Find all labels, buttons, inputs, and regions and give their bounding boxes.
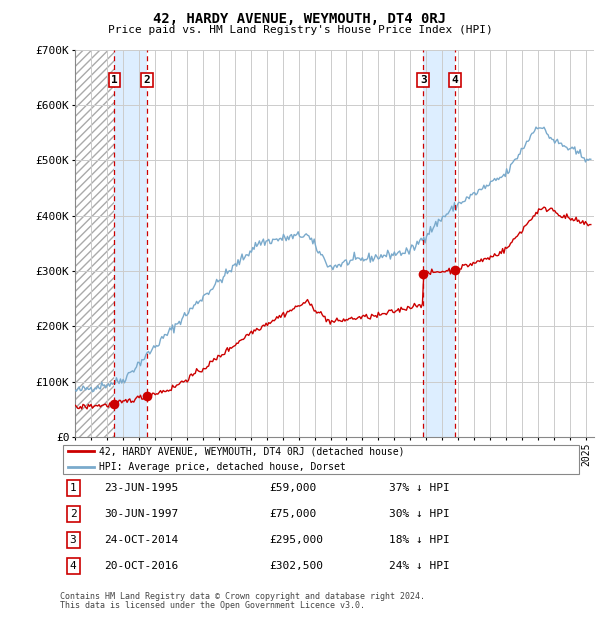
Text: 2: 2	[143, 75, 150, 85]
Text: 42, HARDY AVENUE, WEYMOUTH, DT4 0RJ: 42, HARDY AVENUE, WEYMOUTH, DT4 0RJ	[154, 12, 446, 27]
Text: 20-OCT-2016: 20-OCT-2016	[104, 561, 179, 571]
Text: 1: 1	[111, 75, 118, 85]
FancyBboxPatch shape	[62, 445, 580, 474]
Text: 30-JUN-1997: 30-JUN-1997	[104, 509, 179, 519]
Text: Contains HM Land Registry data © Crown copyright and database right 2024.: Contains HM Land Registry data © Crown c…	[60, 592, 425, 601]
Text: 3: 3	[70, 535, 76, 545]
Text: 42, HARDY AVENUE, WEYMOUTH, DT4 0RJ (detached house): 42, HARDY AVENUE, WEYMOUTH, DT4 0RJ (det…	[99, 446, 404, 456]
Text: 4: 4	[70, 561, 76, 571]
Text: 37% ↓ HPI: 37% ↓ HPI	[389, 483, 449, 493]
Text: 30% ↓ HPI: 30% ↓ HPI	[389, 509, 449, 519]
Text: 3: 3	[420, 75, 427, 85]
Text: £75,000: £75,000	[269, 509, 316, 519]
Text: HPI: Average price, detached house, Dorset: HPI: Average price, detached house, Dors…	[99, 463, 346, 472]
Text: 4: 4	[452, 75, 458, 85]
Bar	[115, 50, 147, 437]
Text: 24% ↓ HPI: 24% ↓ HPI	[389, 561, 449, 571]
Text: £302,500: £302,500	[269, 561, 323, 571]
Text: £59,000: £59,000	[269, 483, 316, 493]
Text: Price paid vs. HM Land Registry's House Price Index (HPI): Price paid vs. HM Land Registry's House …	[107, 25, 493, 35]
Text: 18% ↓ HPI: 18% ↓ HPI	[389, 535, 449, 545]
Text: £295,000: £295,000	[269, 535, 323, 545]
Text: 23-JUN-1995: 23-JUN-1995	[104, 483, 179, 493]
Text: 2: 2	[70, 509, 76, 519]
Text: 24-OCT-2014: 24-OCT-2014	[104, 535, 179, 545]
Bar	[75, 50, 115, 437]
Text: 1: 1	[70, 483, 76, 493]
Bar	[423, 50, 455, 437]
Text: This data is licensed under the Open Government Licence v3.0.: This data is licensed under the Open Gov…	[60, 601, 365, 611]
